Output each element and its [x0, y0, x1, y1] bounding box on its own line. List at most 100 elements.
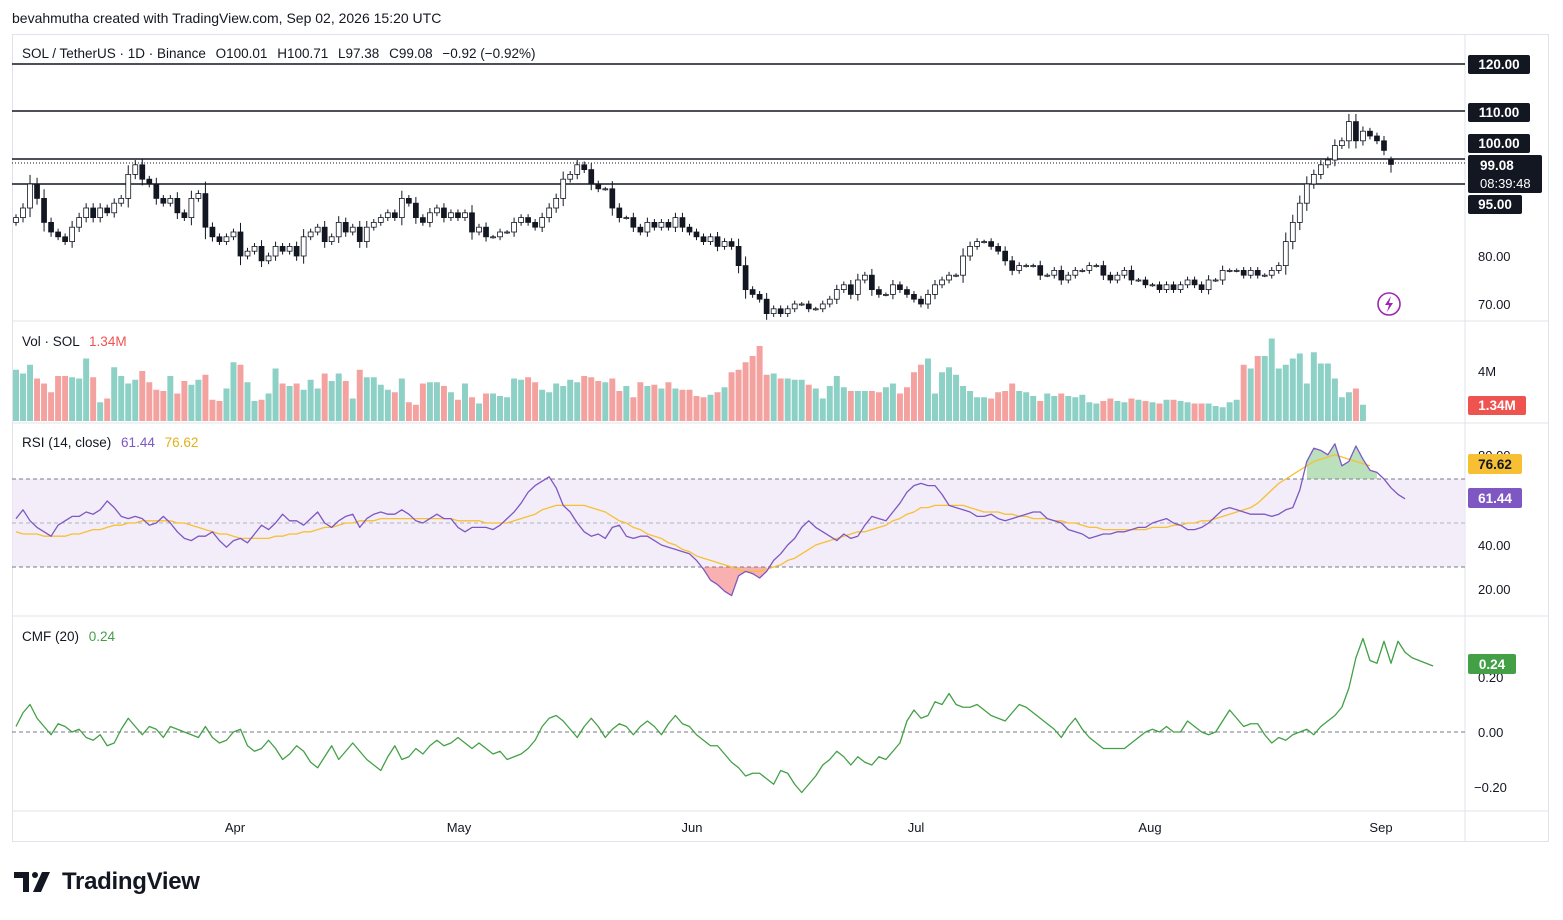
- candle-body: [476, 226, 482, 233]
- cmf-badge: 0.24: [1479, 657, 1506, 672]
- volume-bar: [202, 374, 209, 421]
- candle-body: [413, 202, 419, 218]
- volume-bar: [567, 379, 574, 421]
- candle-body: [1353, 121, 1359, 142]
- volume-bar: [1016, 391, 1023, 421]
- volume-bar: [153, 389, 160, 421]
- volume-bar: [896, 393, 903, 421]
- symbol-legend[interactable]: SOL / TetherUS · 1D · Binance O100.01 H1…: [22, 46, 535, 61]
- time-tick-aug: Aug: [1138, 820, 1161, 835]
- volume-bar: [595, 381, 602, 421]
- volume-bar: [1058, 393, 1065, 421]
- candle-body: [1093, 265, 1100, 268]
- candle-body: [244, 250, 251, 257]
- volume-bar: [742, 362, 749, 421]
- volume-bar: [195, 379, 202, 421]
- volume-bar: [840, 387, 847, 421]
- volume-bar: [770, 373, 777, 421]
- volume-bar: [1240, 364, 1247, 421]
- price-tick-100: 100.00: [1478, 136, 1519, 151]
- candle-body: [686, 226, 693, 233]
- cmf-plot: [15, 637, 1434, 794]
- candle-body: [1303, 183, 1310, 204]
- price-tick-95: 95.00: [1478, 197, 1512, 212]
- volume-bar: [756, 346, 763, 421]
- candle-body: [946, 274, 952, 281]
- candle-body: [1163, 284, 1170, 290]
- volume-bar: [967, 391, 974, 421]
- volume-bar: [784, 378, 791, 421]
- candle-body: [714, 236, 721, 247]
- candle-body: [1332, 145, 1338, 161]
- candle-body: [251, 245, 258, 252]
- volume-bar: [398, 378, 405, 421]
- candle-body: [883, 293, 889, 296]
- volume-bar: [20, 373, 26, 421]
- candle-body: [427, 212, 433, 223]
- candle-body: [546, 207, 553, 218]
- candle-body: [1149, 284, 1156, 287]
- volume-bar: [672, 388, 679, 421]
- candle-body: [1044, 274, 1051, 277]
- candle-body: [511, 221, 517, 233]
- candle-body: [1100, 265, 1107, 276]
- candle-body: [314, 226, 321, 233]
- cmf-legend[interactable]: CMF (20) 0.24: [22, 629, 116, 644]
- candle-body: [1247, 269, 1254, 276]
- candle-body: [62, 236, 68, 243]
- candle-body: [434, 207, 440, 214]
- candle-body: [307, 231, 314, 238]
- candle-body: [441, 207, 447, 218]
- volume-bar: [1212, 406, 1219, 421]
- volume-bar: [946, 367, 953, 421]
- volume-bar: [62, 376, 69, 421]
- candle-body: [574, 164, 581, 175]
- tradingview-brand[interactable]: TradingView: [14, 868, 200, 896]
- volume-bar: [321, 373, 328, 421]
- candle-body: [48, 221, 54, 233]
- volume-bar: [707, 394, 714, 421]
- last-price-value: 99.08: [1480, 158, 1514, 173]
- candle-body: [146, 178, 153, 185]
- volume-bar: [546, 392, 553, 421]
- volume-bar: [651, 384, 658, 421]
- volume-bar: [1324, 363, 1331, 421]
- candle-body: [363, 226, 370, 242]
- volume-bar: [146, 382, 153, 421]
- volume-bar: [461, 383, 468, 421]
- volume-bar: [735, 369, 742, 421]
- volume-bar: [272, 368, 279, 421]
- rsi-legend[interactable]: RSI (14, close) 61.44 76.62: [22, 435, 198, 450]
- volume-legend[interactable]: Vol · SOL 1.34M: [22, 334, 127, 349]
- time-tick-sep: Sep: [1369, 820, 1392, 835]
- rsi-badge: 61.44: [1478, 491, 1512, 506]
- volume-bar: [875, 392, 882, 421]
- candle-body: [784, 308, 791, 314]
- volume-bar: [581, 376, 588, 421]
- candle-body: [525, 217, 531, 223]
- volume-bar: [819, 398, 826, 421]
- candle-body: [462, 212, 468, 219]
- candle-body: [876, 289, 882, 295]
- candle-body: [328, 236, 335, 243]
- candle-body: [1367, 130, 1373, 137]
- candle-body: [1275, 265, 1282, 271]
- lightning-icon[interactable]: [1377, 292, 1401, 316]
- volume-bar: [55, 376, 62, 421]
- volume-bar: [693, 396, 700, 421]
- volume-bar: [798, 379, 805, 421]
- volume-bar: [237, 364, 244, 421]
- volume-bar: [1009, 383, 1016, 421]
- volume-bar: [111, 367, 118, 421]
- volume-bar: [763, 374, 770, 421]
- candle-body: [391, 212, 398, 219]
- volume-bar: [384, 389, 391, 421]
- volume-bar: [1233, 399, 1240, 421]
- candle-body: [1156, 284, 1163, 290]
- volume-bar: [826, 386, 833, 421]
- volume-bar: [349, 398, 356, 421]
- volume-bar: [209, 399, 216, 421]
- volume-bar: [665, 382, 672, 421]
- time-tick-jul: Jul: [908, 820, 925, 835]
